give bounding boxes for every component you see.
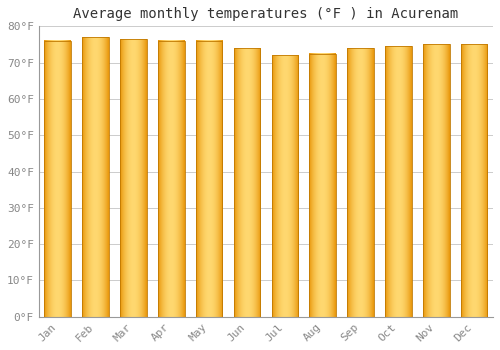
Bar xyxy=(272,55,298,317)
Title: Average monthly temperatures (°F ) in Acurenam: Average monthly temperatures (°F ) in Ac… xyxy=(74,7,458,21)
Bar xyxy=(423,44,450,317)
Bar xyxy=(158,41,184,317)
Bar xyxy=(461,44,487,317)
Bar xyxy=(196,41,222,317)
Bar xyxy=(82,37,109,317)
Bar xyxy=(310,54,336,317)
Bar xyxy=(348,48,374,317)
Bar xyxy=(234,48,260,317)
Bar xyxy=(44,41,71,317)
Bar xyxy=(385,46,411,317)
Bar xyxy=(120,39,146,317)
